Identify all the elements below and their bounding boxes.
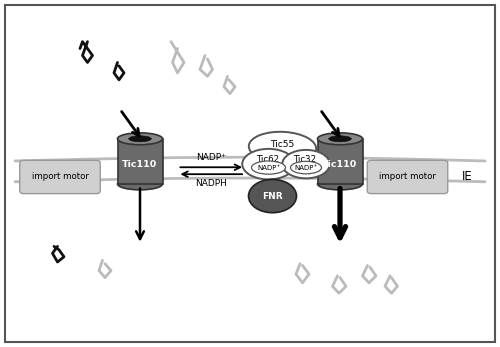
Text: NADP⁺: NADP⁺ bbox=[257, 164, 280, 171]
Ellipse shape bbox=[252, 161, 286, 174]
Text: Tic110: Tic110 bbox=[322, 160, 358, 169]
Ellipse shape bbox=[118, 178, 162, 190]
Bar bbox=[118, 139, 162, 184]
Text: NADP⁺: NADP⁺ bbox=[294, 164, 318, 171]
Ellipse shape bbox=[290, 161, 322, 174]
FancyBboxPatch shape bbox=[20, 160, 100, 194]
Bar bbox=[318, 139, 362, 184]
Text: import motor: import motor bbox=[32, 172, 88, 181]
FancyBboxPatch shape bbox=[367, 160, 448, 194]
Ellipse shape bbox=[329, 136, 351, 142]
Text: import motor: import motor bbox=[379, 172, 436, 181]
Text: Tic32: Tic32 bbox=[294, 155, 318, 164]
Text: IE: IE bbox=[462, 170, 473, 184]
Text: Tic62: Tic62 bbox=[257, 155, 280, 164]
Ellipse shape bbox=[282, 150, 330, 178]
Ellipse shape bbox=[129, 136, 151, 142]
Ellipse shape bbox=[318, 133, 362, 145]
Text: NADP⁺: NADP⁺ bbox=[196, 153, 226, 162]
FancyBboxPatch shape bbox=[5, 5, 495, 342]
Circle shape bbox=[248, 179, 296, 213]
Ellipse shape bbox=[118, 133, 162, 145]
Ellipse shape bbox=[242, 149, 295, 179]
Ellipse shape bbox=[318, 178, 362, 190]
Text: Tic55: Tic55 bbox=[270, 140, 294, 149]
Text: NADPH: NADPH bbox=[196, 179, 227, 188]
Text: FNR: FNR bbox=[262, 192, 283, 201]
Ellipse shape bbox=[249, 132, 316, 163]
Text: Tic110: Tic110 bbox=[122, 160, 158, 169]
